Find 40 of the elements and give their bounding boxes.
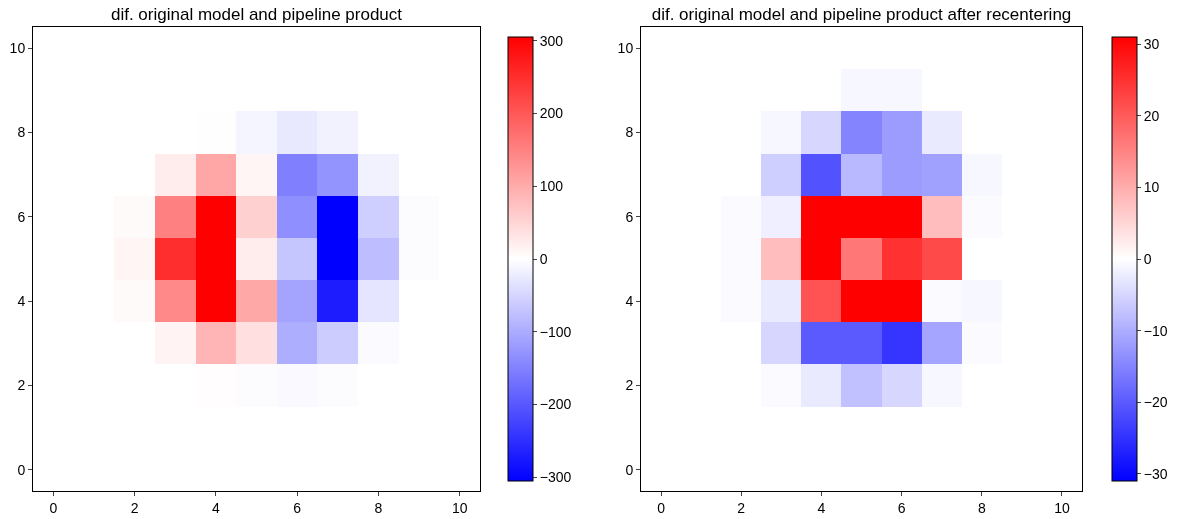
- x-tick-label: 4: [817, 499, 826, 516]
- y-tick-label: 4: [17, 293, 26, 310]
- color-bar-label: 0: [1143, 250, 1152, 267]
- color-bar-label: −20: [1143, 394, 1168, 411]
- y-tick-label: 4: [625, 293, 634, 310]
- x-tick-label: 0: [657, 499, 666, 516]
- color-bar-label: −10: [1143, 322, 1168, 339]
- x-tick-label: 2: [130, 499, 139, 516]
- x-tick-label: 8: [374, 499, 383, 516]
- color-bar-label: 100: [539, 178, 564, 195]
- x-tick-label: 6: [897, 499, 906, 516]
- x-tick-label: 2: [737, 499, 746, 516]
- color-bar-label: 20: [1143, 107, 1160, 124]
- y-tick-label: 8: [17, 124, 26, 141]
- color-bar-label: −30: [1143, 465, 1168, 482]
- color-bar-label: −100: [539, 323, 572, 340]
- color-bar-label: 30: [1143, 36, 1160, 53]
- y-tick-label: 2: [17, 377, 26, 394]
- color-bar-label: −200: [539, 396, 572, 413]
- y-tick-label: 10: [617, 39, 634, 56]
- x-tick-label: 10: [1054, 499, 1070, 516]
- y-tick-label: 10: [9, 39, 26, 56]
- color-bar-label: 10: [1143, 179, 1160, 196]
- color-bar-label: 300: [539, 32, 564, 49]
- y-tick-label: 0: [17, 461, 26, 478]
- y-tick-label: 2: [625, 377, 634, 394]
- color-bar-label: 0: [539, 250, 548, 267]
- y-tick-label: 6: [17, 208, 26, 225]
- color-bar-label: −300: [539, 469, 572, 486]
- y-tick-label: 0: [625, 461, 634, 478]
- x-tick-label: 8: [977, 499, 986, 516]
- x-tick-label: 6: [293, 499, 302, 516]
- x-tick-label: 0: [49, 499, 58, 516]
- chart-title: dif. original model and pipeline product: [110, 5, 403, 25]
- chart-title: dif. original model and pipeline product after recentering: [651, 5, 1072, 25]
- y-tick-label: 8: [625, 124, 634, 141]
- x-tick-label: 10: [451, 499, 468, 516]
- x-tick-label: 4: [211, 499, 220, 516]
- color-bar-label: 200: [539, 105, 564, 122]
- y-tick-label: 6: [625, 208, 634, 225]
